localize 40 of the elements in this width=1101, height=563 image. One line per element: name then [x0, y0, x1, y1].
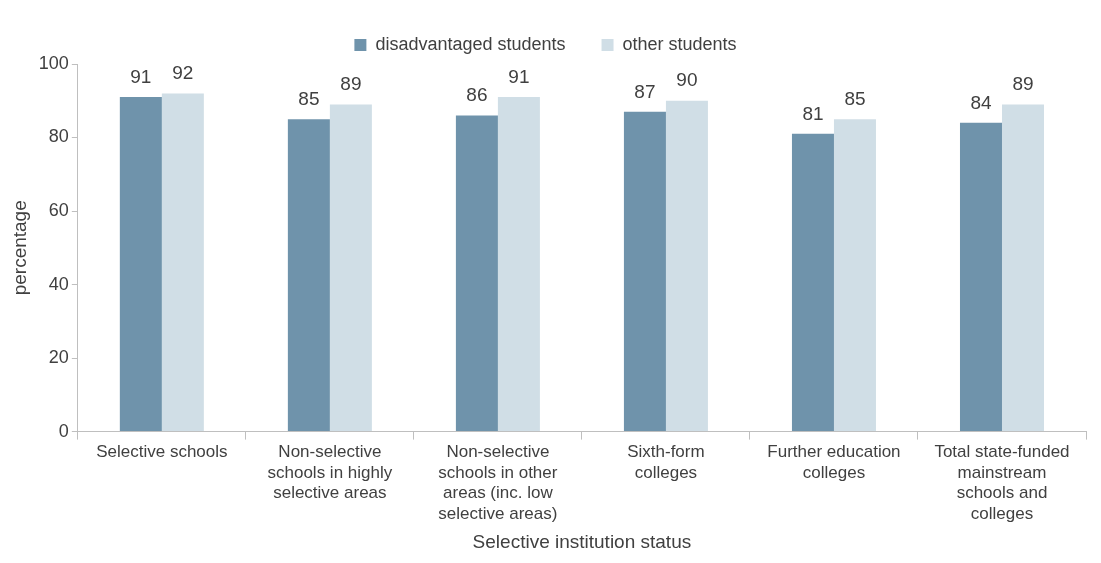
data-label: 87	[634, 80, 656, 102]
x-tick-label: Non-selective schools in other areas (inc. low selective areas)	[438, 442, 558, 523]
legend-label: other students	[622, 33, 737, 54]
data-label: 86	[466, 84, 488, 106]
bar	[959, 122, 1002, 432]
data-label: 84	[970, 91, 992, 113]
x-tick-label: Selective schools	[96, 442, 228, 462]
bar	[287, 119, 330, 432]
bar	[665, 100, 708, 432]
data-label: 85	[844, 87, 866, 109]
bar	[119, 97, 162, 432]
data-label: 91	[130, 65, 152, 87]
data-label: 85	[298, 87, 320, 109]
data-label: 89	[340, 73, 362, 95]
y-tick-label: 100	[38, 52, 69, 73]
y-axis-title: percentage	[8, 200, 30, 296]
bar	[623, 111, 666, 432]
bar	[791, 133, 834, 432]
bar	[1001, 104, 1044, 432]
bar	[455, 115, 498, 432]
data-label: 91	[508, 65, 530, 87]
bar	[329, 104, 372, 432]
x-tick-label: Sixth-form colleges	[627, 442, 705, 482]
x-tick-label: Total state-funded mainstream schools and colleges	[934, 442, 1070, 523]
y-tick-label: 80	[48, 126, 69, 147]
x-tick-label: Non-selective schools in highly selective areas	[267, 442, 393, 503]
data-label: 92	[172, 62, 194, 84]
data-label: 81	[802, 102, 824, 124]
bar	[161, 93, 204, 432]
x-axis-title: Selective institution status	[472, 530, 692, 552]
data-label: 89	[1012, 73, 1034, 95]
y-tick-label: 40	[48, 273, 69, 294]
bar	[833, 119, 876, 432]
y-tick-label: 60	[48, 200, 69, 221]
y-tick-label: 20	[48, 347, 69, 368]
data-label: 90	[676, 69, 698, 91]
legend-label: disadvantaged students	[375, 33, 566, 54]
x-tick-label: Further education colleges	[767, 442, 901, 482]
y-tick-label: 0	[58, 420, 69, 441]
bar	[497, 97, 540, 432]
